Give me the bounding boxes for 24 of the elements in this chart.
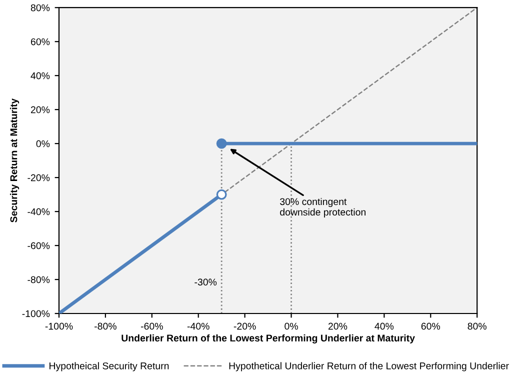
y-tick-label: -100% (22, 310, 50, 318)
y-tick-label: 60% (31, 38, 50, 46)
x-tick-label: -60% (140, 322, 163, 330)
y-axis-title: Security Return at Maturity (10, 98, 20, 222)
x-tick-label: -100% (45, 322, 73, 330)
x-tick-label: 0% (284, 322, 298, 330)
y-tick-label: 20% (31, 106, 50, 114)
y-tick-label: 80% (30, 4, 50, 12)
y-tick-label: -60% (28, 242, 50, 250)
legend-label: Hypotheical Security Return (50, 362, 169, 372)
x-axis-title: Underlier Return of the Lowest Performing Underlier at Maturity (122, 334, 415, 344)
x-tick-label: -80% (94, 322, 116, 330)
x-tick-label: -40% (187, 322, 210, 330)
y-tick-label: -80% (28, 276, 50, 284)
y-tick-label: -20% (28, 174, 50, 182)
x-tick-label: -20% (234, 322, 256, 330)
y-tick-label: 0% (36, 140, 50, 148)
x-tick-label: 20% (328, 322, 348, 330)
x-tick-label: 40% (374, 322, 394, 330)
x-tick-label: 60% (421, 322, 440, 330)
x-tick-label: 80% (468, 322, 486, 330)
legend-label: Hypothetical Underlier Return of the Lowest Performing Underlier (229, 362, 509, 372)
y-tick-label: 40% (30, 72, 50, 80)
y-tick-label: -40% (28, 208, 50, 216)
